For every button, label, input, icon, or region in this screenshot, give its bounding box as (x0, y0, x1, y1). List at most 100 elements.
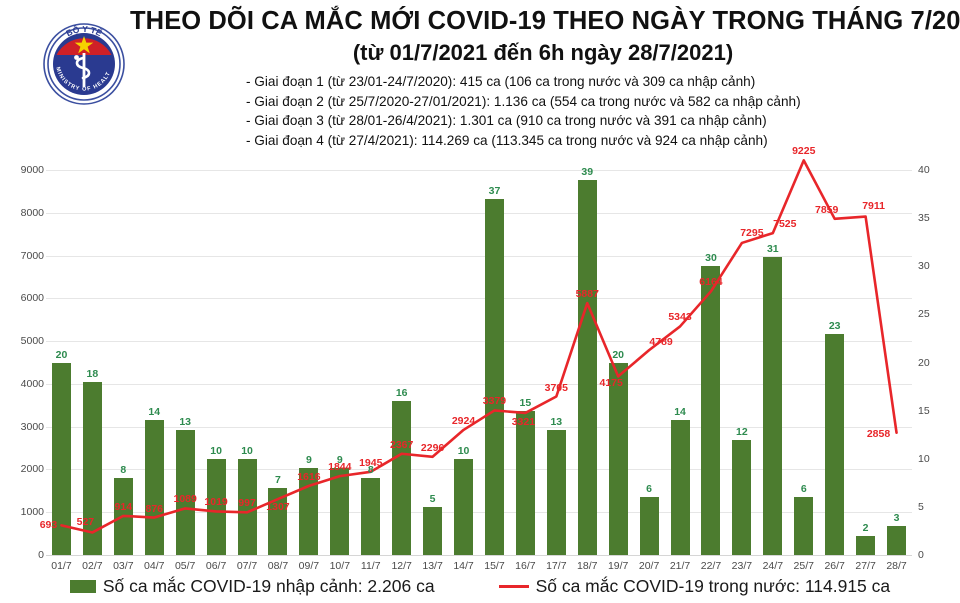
bar[interactable] (825, 333, 845, 555)
y-axis-left-tick: 4000 (20, 377, 44, 390)
phase-line: - Giai đoạn 1 (từ 23/01-24/7/2020): 415 … (246, 74, 756, 89)
phase-summary-list: - Giai đoạn 1 (từ 23/01-24/7/2020): 415 … (246, 72, 946, 150)
x-axis-tick: 08/7 (267, 560, 289, 572)
x-axis-tick: 11/7 (360, 560, 381, 572)
y-axis-right-tick: 25 (918, 308, 930, 321)
line-value-label: 2367 (389, 438, 414, 451)
gridline (46, 170, 912, 171)
x-axis-tick: 02/7 (82, 560, 103, 572)
bar[interactable] (546, 429, 566, 555)
y-axis-left-tick: 5000 (20, 335, 44, 348)
bar-value-label: 14 (148, 406, 161, 419)
line-value-label: 1616 (297, 470, 321, 483)
bar-value-label: 9 (305, 454, 312, 467)
legend-item-domestic[interactable]: Số ca mắc COVID-19 trong nước: 114.915 c… (498, 575, 891, 597)
line-value-label: 4175 (599, 377, 623, 390)
bar-swatch-icon (69, 579, 96, 593)
bar[interactable] (763, 256, 783, 555)
y-axis-left-tick: 2000 (20, 463, 44, 476)
bar[interactable] (51, 362, 71, 555)
line-value-label: 7525 (773, 218, 797, 231)
line-value-label: 2924 (451, 414, 476, 427)
phase-line: - Giai đoạn 2 (từ 25/7/2020-27/01/2021):… (246, 93, 801, 109)
bar-value-label: 10 (457, 444, 470, 457)
line-value-label: 1019 (204, 496, 228, 509)
bar-value-label: 13 (550, 415, 563, 428)
line-value-label: 4789 (649, 336, 673, 349)
bar-value-label: 5 (429, 492, 436, 505)
bar[interactable] (670, 420, 690, 555)
x-axis-tick: 05/7 (174, 560, 196, 572)
bar[interactable] (361, 478, 381, 555)
bar[interactable] (268, 487, 288, 555)
bar[interactable] (732, 439, 752, 555)
phase-line: - Giai đoạn 3 (từ 28/01-26/4/2021): 1.30… (246, 113, 767, 129)
bar-value-label: 20 (55, 348, 68, 361)
x-axis-tick: 20/7 (638, 560, 660, 572)
x-axis-tick: 15/7 (484, 560, 505, 572)
bar[interactable] (144, 420, 164, 555)
x-axis-tick: 18/7 (577, 560, 598, 572)
legend-label-domestic: Số ca mắc COVID-19 trong nước: 114.915 c… (535, 575, 891, 596)
bar[interactable] (82, 381, 102, 555)
svg-text:BỘ Y TẾ: BỘ Y TẾ (64, 23, 104, 38)
line-value-label: 7859 (814, 203, 839, 216)
bar[interactable] (608, 362, 628, 555)
bar-value-label: 13 (179, 415, 192, 428)
x-axis-tick: 24/7 (762, 560, 784, 572)
bar[interactable] (423, 506, 443, 555)
bar-value-label: 9 (336, 454, 343, 467)
bar-value-label: 8 (120, 464, 127, 476)
bar-value-label: 12 (736, 425, 748, 438)
y-axis-right-tick: 40 (918, 164, 930, 176)
legend-item-imported[interactable]: Số ca mắc COVID-19 nhập cảnh: 2.206 ca (69, 575, 435, 597)
bar-value-label: 15 (519, 396, 532, 409)
line-value-label: 7911 (862, 199, 885, 212)
y-axis-left-tick: 9000 (20, 164, 44, 176)
bar[interactable] (887, 526, 907, 555)
bar-value-label: 20 (612, 348, 625, 361)
gridline (46, 341, 912, 343)
bar[interactable] (484, 198, 504, 555)
bar-value-label: 30 (705, 252, 717, 265)
bar-value-label: 18 (86, 367, 99, 380)
bar[interactable] (206, 458, 226, 555)
bar-value-label: 31 (766, 242, 779, 255)
x-axis-tick: 21/7 (669, 560, 691, 572)
bar-value-label: 23 (828, 319, 841, 332)
line-value-label: 9225 (792, 145, 816, 158)
gridline (46, 469, 912, 471)
bar[interactable] (794, 497, 814, 555)
x-axis-tick: 13/7 (422, 560, 443, 572)
phase-line: - Giai đoạn 4 (từ 27/4/2021): 114.269 ca… (246, 132, 768, 148)
line-value-label: 1844 (328, 461, 352, 474)
line-value-label: 2296 (420, 441, 445, 454)
line-swatch-icon (498, 584, 529, 588)
bar[interactable] (330, 468, 350, 555)
bar[interactable] (392, 401, 412, 555)
bar[interactable] (639, 497, 659, 555)
bar-value-label: 10 (210, 444, 222, 457)
y-axis-left-tick: 1000 (20, 506, 44, 519)
x-axis-tick: 25/7 (793, 560, 814, 572)
bar-value-label: 16 (395, 387, 408, 399)
line-path[interactable] (60, 159, 898, 534)
x-axis-tick: 14/7 (453, 560, 474, 572)
bar[interactable] (237, 458, 257, 555)
bar-value-label: 3 (893, 512, 900, 525)
bar-value-label: 10 (241, 444, 253, 457)
bar[interactable] (701, 266, 721, 555)
line-value-label: 527 (76, 516, 95, 529)
y-axis-left-tick: 7000 (20, 249, 44, 262)
bar[interactable] (577, 179, 597, 555)
bar[interactable] (454, 458, 474, 555)
legend-label-imported: Số ca mắc COVID-19 nhập cảnh: 2.206 ca (102, 575, 435, 596)
bar[interactable] (856, 535, 876, 555)
bar[interactable] (515, 410, 535, 555)
bar[interactable] (175, 429, 195, 555)
bar-value-label: 2 (862, 521, 869, 534)
bar-value-label: 37 (488, 184, 501, 197)
bar[interactable] (299, 468, 319, 555)
